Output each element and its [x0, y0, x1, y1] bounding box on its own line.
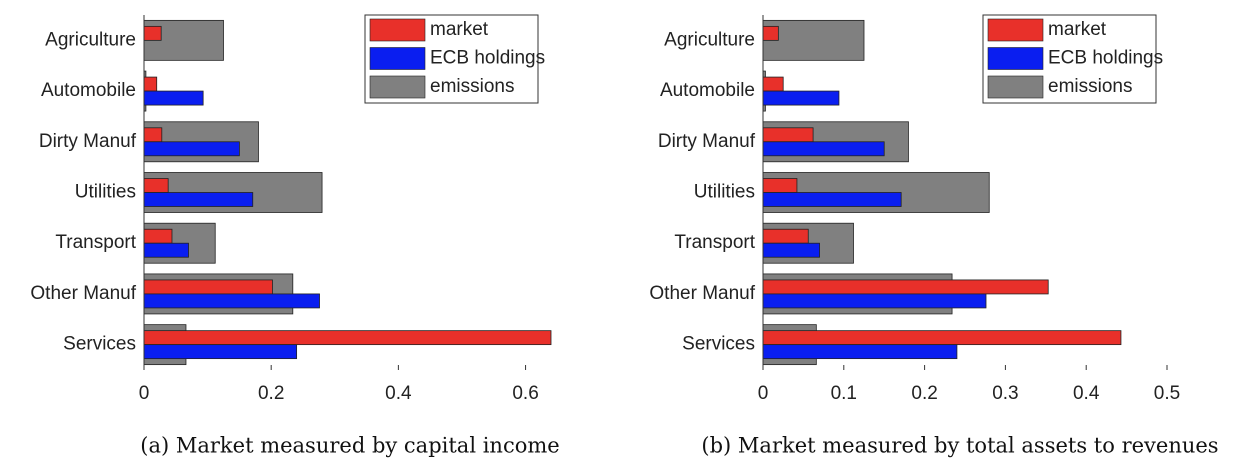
bar: [762, 279, 1049, 295]
legend-swatch: [987, 18, 1044, 42]
legend-swatch: [369, 75, 426, 99]
x-tick-label: 0: [139, 383, 150, 404]
y-tick-label: Transport: [55, 232, 136, 253]
bar: [143, 279, 273, 295]
legend-label: emissions: [430, 76, 514, 97]
bar: [143, 76, 158, 92]
legend-label: market: [430, 19, 489, 40]
legend-swatch: [987, 75, 1044, 99]
y-tick-label: Automobile: [660, 80, 755, 101]
bar: [143, 192, 254, 207]
y-tick-label: Services: [63, 334, 136, 355]
bar: [143, 178, 169, 193]
y-tick-label: Utilities: [75, 182, 136, 203]
x-tick-label: 0.6: [512, 383, 538, 404]
bar: [762, 192, 902, 207]
legend-swatch: [987, 47, 1044, 70]
x-tick-label: 0.5: [1154, 383, 1180, 404]
x-tick-label: 0.1: [831, 383, 857, 404]
y-tick-label: Agriculture: [664, 29, 755, 50]
bar: [143, 330, 552, 346]
bar: [143, 127, 163, 143]
bar: [143, 293, 320, 309]
bar: [762, 76, 784, 92]
bar: [143, 141, 240, 157]
y-tick-label: Other Manuf: [649, 283, 755, 304]
bar: [762, 242, 820, 258]
bar: [762, 293, 987, 309]
legend-label: ECB holdings: [430, 48, 545, 69]
caption: (a) Market measured by capital income: [140, 434, 559, 458]
bar: [143, 242, 189, 258]
y-tick-label: Dirty Manuf: [658, 131, 756, 152]
x-tick-label: 0.4: [1073, 383, 1100, 404]
x-tick-label: 0.3: [992, 383, 1018, 404]
y-tick-label: Transport: [674, 232, 755, 253]
bar: [762, 141, 885, 157]
caption: (b) Market measured by total assets to r…: [701, 434, 1218, 458]
bar: [143, 344, 298, 360]
x-tick-label: 0.4: [385, 383, 412, 404]
legend-swatch: [369, 47, 426, 70]
x-tick-label: 0: [758, 383, 769, 404]
bar: [143, 228, 173, 244]
y-tick-label: Dirty Manuf: [39, 131, 137, 152]
y-tick-label: Automobile: [41, 80, 136, 101]
bar: [762, 330, 1122, 346]
bar: [762, 344, 958, 360]
legend-swatch: [369, 18, 426, 42]
x-tick-label: 0.2: [258, 383, 284, 404]
bar: [762, 178, 798, 193]
y-tick-label: Other Manuf: [30, 283, 136, 304]
y-tick-label: Agriculture: [45, 29, 136, 50]
bar: [762, 90, 840, 106]
y-tick-label: Utilities: [694, 182, 755, 203]
bar: [762, 19, 865, 61]
legend-label: ECB holdings: [1048, 48, 1163, 69]
bar: [762, 228, 809, 244]
bar: [762, 127, 814, 143]
legend-label: emissions: [1048, 76, 1132, 97]
x-tick-label: 0.2: [911, 383, 937, 404]
y-tick-label: Services: [682, 334, 755, 355]
legend-label: market: [1048, 19, 1107, 40]
bar: [762, 25, 779, 41]
bar: [143, 90, 204, 106]
bar: [143, 25, 162, 41]
